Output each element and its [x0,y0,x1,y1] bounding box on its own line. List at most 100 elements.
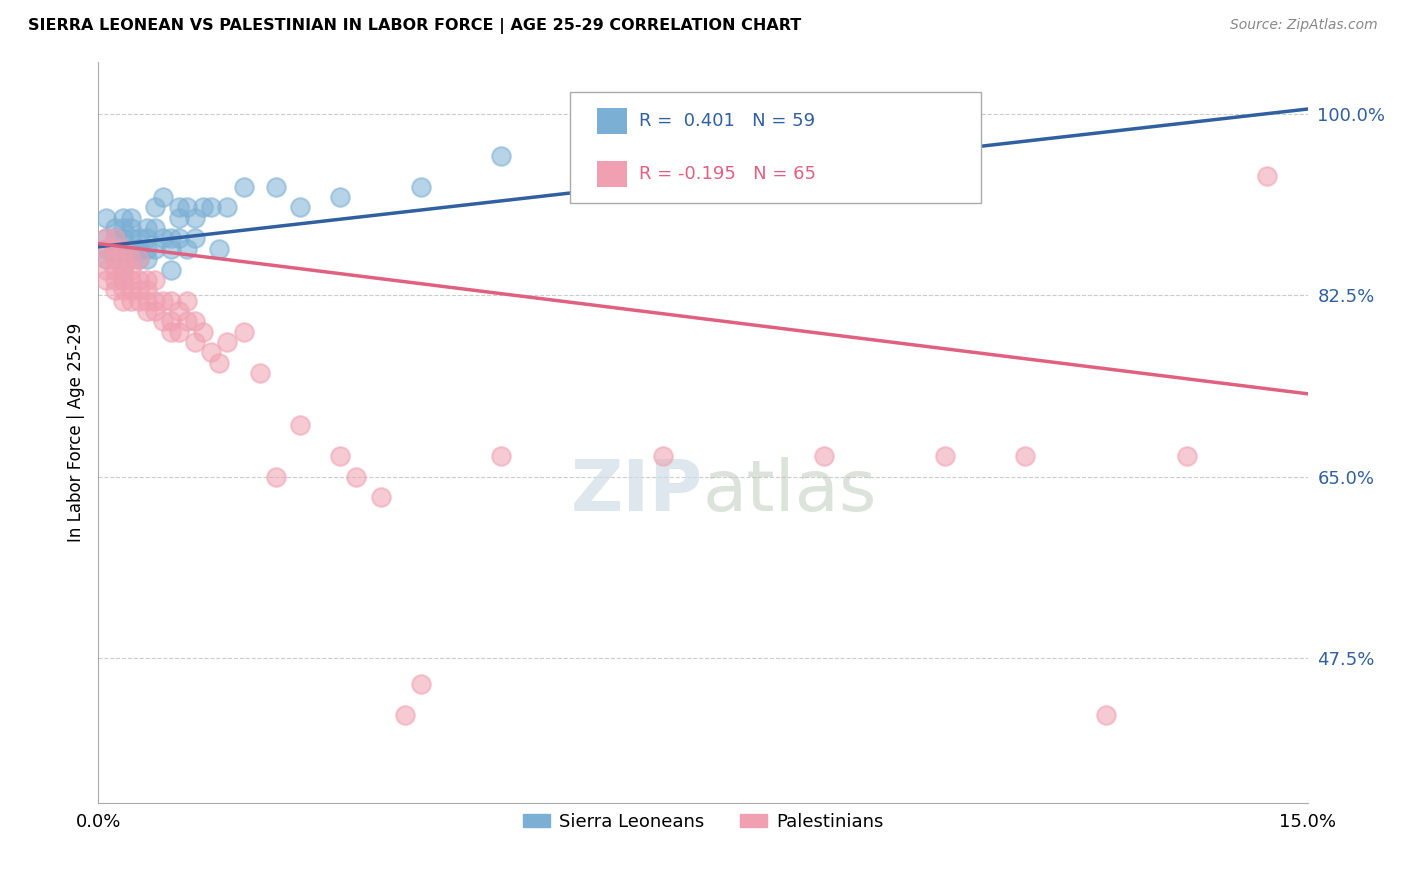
Point [103,283,125,297]
Point [200,345,222,359]
Point [288,417,311,432]
Point [103,262,125,277]
Point [135,221,157,235]
Point [111,293,134,308]
Point [193,201,215,215]
Point [103,231,125,245]
Point [1014,449,1036,463]
Point [128,242,150,256]
Point [103,273,125,287]
Point [143,304,166,318]
Point [128,252,150,267]
Point [120,293,142,308]
Point [128,242,150,256]
Point [409,179,432,194]
Point [103,242,125,256]
Point [128,252,150,267]
Point [96,231,118,245]
Point [111,242,134,256]
Point [232,325,254,339]
Point [120,221,142,235]
Point [120,283,142,297]
Point [370,491,392,505]
Point [184,334,207,349]
Point [111,211,134,225]
Point [111,273,134,287]
Point [96,231,118,245]
Point [143,221,166,235]
Point [160,325,183,339]
Point [612,159,634,173]
Point [1256,169,1278,184]
Point [264,469,287,483]
Point [491,449,513,463]
Point [103,242,125,256]
Point [135,283,157,297]
Point [111,252,134,267]
Point [176,314,198,328]
Point [651,449,673,463]
Point [143,273,166,287]
Point [152,293,174,308]
Point [1095,707,1118,722]
Point [128,293,150,308]
Point [111,242,134,256]
Text: R = -0.195   N = 65: R = -0.195 N = 65 [638,165,815,183]
Text: atlas: atlas [703,458,877,526]
Point [111,262,134,277]
Point [135,231,157,245]
Point [409,677,432,691]
Point [96,273,118,287]
Point [160,231,183,245]
Point [264,179,287,194]
Point [167,201,190,215]
Point [96,262,118,277]
Y-axis label: In Labor Force | Age 25-29: In Labor Force | Age 25-29 [66,323,84,542]
Point [160,314,183,328]
Point [1175,449,1198,463]
Point [143,242,166,256]
Point [143,293,166,308]
Point [120,252,142,267]
Point [103,252,125,267]
Point [120,262,142,277]
Point [176,201,198,215]
Point [111,252,134,267]
Point [96,242,118,256]
FancyBboxPatch shape [569,92,981,203]
Point [120,231,142,245]
Point [128,273,150,287]
Point [934,128,956,142]
Point [208,356,231,370]
Point [120,211,142,225]
Point [934,449,956,463]
Bar [596,108,627,135]
Point [329,449,352,463]
Point [208,242,231,256]
Point [103,252,125,267]
Point [344,469,367,483]
Point [111,262,134,277]
Point [184,211,207,225]
Point [217,334,239,349]
Point [160,293,183,308]
Text: R =  0.401   N = 59: R = 0.401 N = 59 [638,112,815,130]
Point [120,252,142,267]
Point [103,242,125,256]
Point [120,273,142,287]
Point [232,179,254,194]
Point [135,304,157,318]
Point [249,366,271,380]
Point [103,221,125,235]
Point [111,231,134,245]
Point [329,190,352,204]
Point [111,273,134,287]
Point [96,211,118,225]
Point [813,449,835,463]
Point [143,201,166,215]
Point [772,138,794,153]
Point [135,252,157,267]
Point [184,314,207,328]
Point [135,273,157,287]
Point [103,252,125,267]
